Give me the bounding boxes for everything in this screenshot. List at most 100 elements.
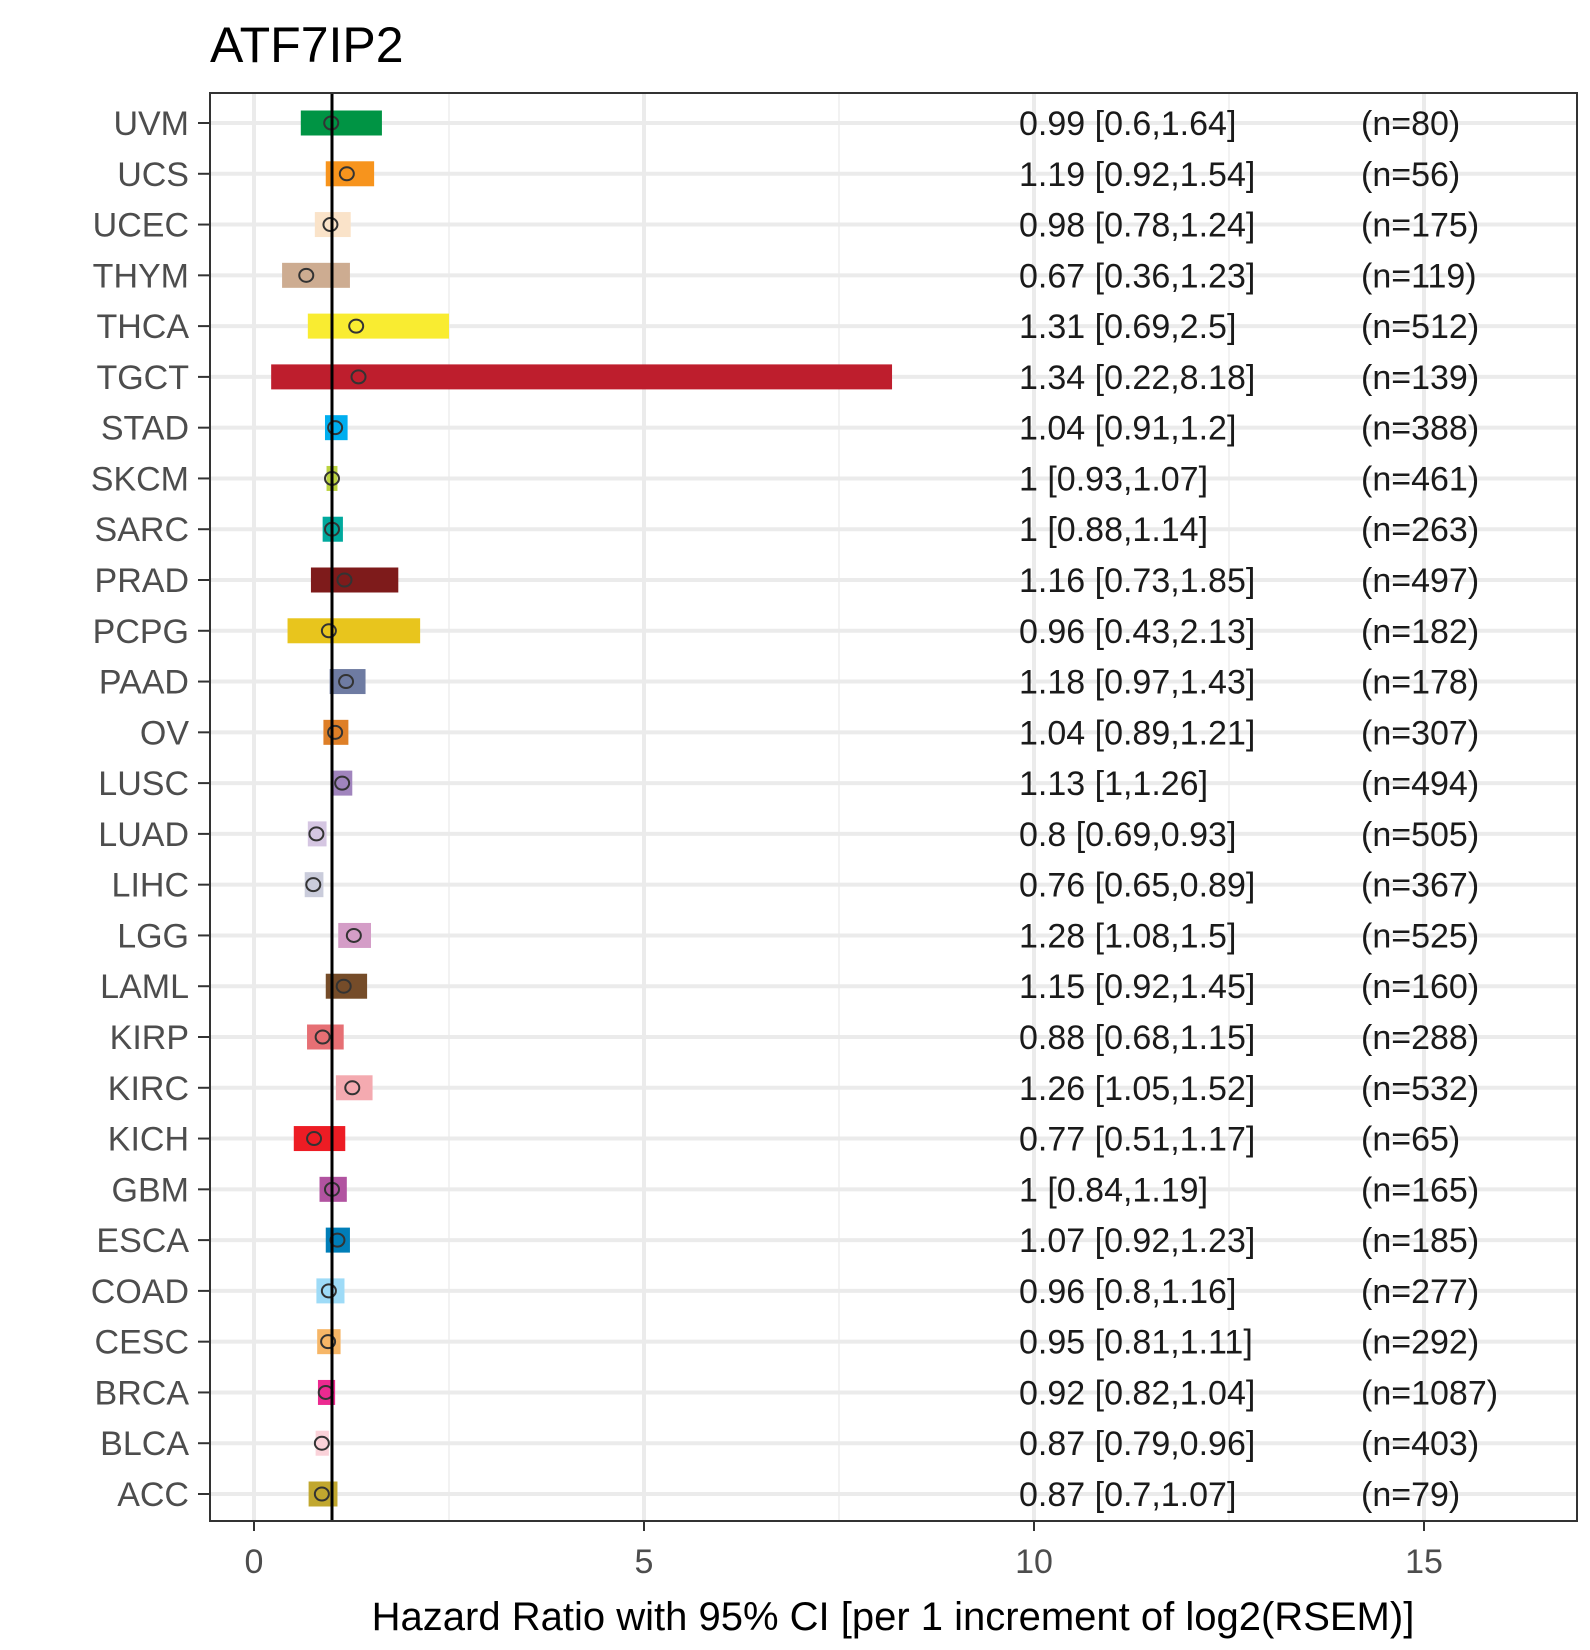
ci-bar <box>307 313 449 339</box>
hr-ci-label: 0.88 [0.68,1.15] <box>1019 1019 1255 1057</box>
hr-ci-label: 1.07 [0.92,1.23] <box>1019 1222 1255 1260</box>
hr-point <box>348 318 365 334</box>
row-brca: 0.92 [0.82,1.04] (n=1087) <box>317 1374 1498 1412</box>
n-label: (n=367) <box>1361 867 1479 905</box>
hr-point <box>327 420 344 436</box>
x-tick-label: 10 <box>1015 1543 1053 1581</box>
n-label: (n=175) <box>1361 207 1479 245</box>
n-label: (n=497) <box>1361 562 1479 600</box>
ci-bar <box>325 1227 350 1253</box>
row-tgct: 1.34 [0.22,8.18] (n=139) <box>271 359 1479 397</box>
y-tick-label: OV <box>140 714 189 752</box>
n-label: (n=79) <box>1361 1476 1460 1514</box>
n-label: (n=288) <box>1361 1019 1479 1057</box>
y-tick-label: TGCT <box>96 359 189 397</box>
ci-bar <box>310 567 399 593</box>
hr-ci-label: 0.96 [0.8,1.16] <box>1019 1273 1236 1311</box>
hr-ci-label: 1.26 [1.05,1.52] <box>1019 1070 1255 1108</box>
hr-ci-label: 1.31 [0.69,2.5] <box>1019 308 1236 346</box>
hr-ci-label: 0.87 [0.7,1.07] <box>1019 1476 1236 1514</box>
y-tick-label: UCS <box>117 156 189 194</box>
n-label: (n=56) <box>1361 156 1460 194</box>
hr-ci-label: 1.04 [0.89,1.21] <box>1019 714 1255 752</box>
hr-point <box>350 369 367 385</box>
hr-point <box>313 1486 330 1502</box>
hr-point <box>344 1080 361 1096</box>
ci-bar <box>293 1126 346 1152</box>
y-axis: UVM UCS UCEC THYM THCA TGCT STAD SKCM SARC PRAD PC… <box>91 105 210 1514</box>
n-label: (n=185) <box>1361 1222 1479 1260</box>
y-tick-label: KIRC <box>108 1070 189 1108</box>
n-label: (n=165) <box>1361 1171 1479 1209</box>
n-label: (n=494) <box>1361 765 1479 803</box>
hr-ci-label: 1.18 [0.97,1.43] <box>1019 664 1255 702</box>
hr-point <box>314 1029 331 1045</box>
row-kirp: 0.88 [0.68,1.15] (n=288) <box>307 1019 1479 1057</box>
n-label: (n=263) <box>1361 511 1479 549</box>
row-kirc: 1.26 [1.05,1.52] (n=532) <box>335 1070 1479 1108</box>
hr-ci-label: 1.34 [0.22,8.18] <box>1019 359 1255 397</box>
hr-point <box>308 826 325 842</box>
hr-ci-label: 0.77 [0.51,1.17] <box>1019 1121 1255 1159</box>
n-label: (n=1087) <box>1361 1374 1498 1412</box>
hr-ci-label: 0.8 [0.69,0.93] <box>1019 816 1236 854</box>
n-label: (n=461) <box>1361 460 1479 498</box>
row-luad: 0.8 [0.69,0.93] (n=505) <box>307 816 1479 854</box>
hr-point <box>345 927 362 943</box>
n-label: (n=525) <box>1361 917 1479 955</box>
y-tick-label: PCPG <box>93 613 189 651</box>
hr-point <box>338 166 355 182</box>
row-blca: 0.87 [0.79,0.96] (n=403) <box>313 1425 1479 1463</box>
row-kich: 0.77 [0.51,1.17] (n=65) <box>293 1121 1460 1159</box>
row-lihc: 0.76 [0.65,0.89] (n=367) <box>304 867 1479 905</box>
n-label: (n=139) <box>1361 359 1479 397</box>
hr-ci-label: 1 [0.88,1.14] <box>1019 511 1208 549</box>
y-tick-label: KICH <box>108 1121 189 1159</box>
hr-ci-label: 0.98 [0.78,1.24] <box>1019 207 1255 245</box>
hr-ci-label: 0.95 [0.81,1.11] <box>1019 1324 1253 1362</box>
ci-bar <box>300 110 382 136</box>
x-axis-title: Hazard Ratio with 95% CI [per 1 incremen… <box>372 1595 1415 1639</box>
hr-point <box>335 978 352 994</box>
row-ucs: 1.19 [0.92,1.54] (n=56) <box>325 156 1460 194</box>
ci-bar <box>282 262 350 288</box>
y-tick-label: LIHC <box>112 867 189 905</box>
y-tick-label: PAAD <box>99 664 189 702</box>
x-tick-label: 15 <box>1405 1543 1443 1581</box>
ci-bar <box>329 669 366 695</box>
hr-ci-label: 0.92 [0.82,1.04] <box>1019 1374 1255 1412</box>
hr-point <box>336 572 353 588</box>
row-esca: 1.07 [0.92,1.23] (n=185) <box>325 1222 1479 1260</box>
n-label: (n=307) <box>1361 714 1479 752</box>
row-acc: 0.87 [0.7,1.07] (n=79) <box>308 1476 1460 1514</box>
n-label: (n=119) <box>1361 257 1477 295</box>
hr-point <box>298 267 315 283</box>
y-tick-label: THYM <box>93 257 189 295</box>
row-stad: 1.04 [0.91,1.2] (n=388) <box>324 410 1479 448</box>
x-tick-label: 0 <box>245 1543 264 1581</box>
hr-point <box>322 217 339 233</box>
n-label: (n=505) <box>1361 816 1479 854</box>
y-tick-label: STAD <box>101 410 189 448</box>
hr-point <box>305 877 322 893</box>
hr-ci-label: 1.16 [0.73,1.85] <box>1019 562 1255 600</box>
y-tick-label: BLCA <box>100 1425 189 1463</box>
ci-bar <box>315 1430 329 1456</box>
hr-ci-label: 1 [0.93,1.07] <box>1019 460 1208 498</box>
y-tick-label: PRAD <box>95 562 189 600</box>
row-skcm: 1 [0.93,1.07] (n=461) <box>324 460 1479 498</box>
hr-point <box>338 674 355 690</box>
y-tick-label: COAD <box>91 1273 189 1311</box>
ci-bar <box>332 770 353 796</box>
n-label: (n=512) <box>1361 308 1479 346</box>
row-thym: 0.67 [0.36,1.23] (n=119) <box>282 257 1477 295</box>
ci-bar <box>317 1329 341 1355</box>
plot-border <box>209 92 1578 1522</box>
row-uvm: 0.99 [0.6,1.64] (n=80) <box>300 105 1460 143</box>
hr-ci-label: 1.19 [0.92,1.54] <box>1019 156 1255 194</box>
y-tick-label: CESC <box>95 1324 189 1362</box>
hr-point <box>313 1435 330 1451</box>
y-tick-label: SKCM <box>91 460 189 498</box>
y-tick-label: LUAD <box>98 816 189 854</box>
